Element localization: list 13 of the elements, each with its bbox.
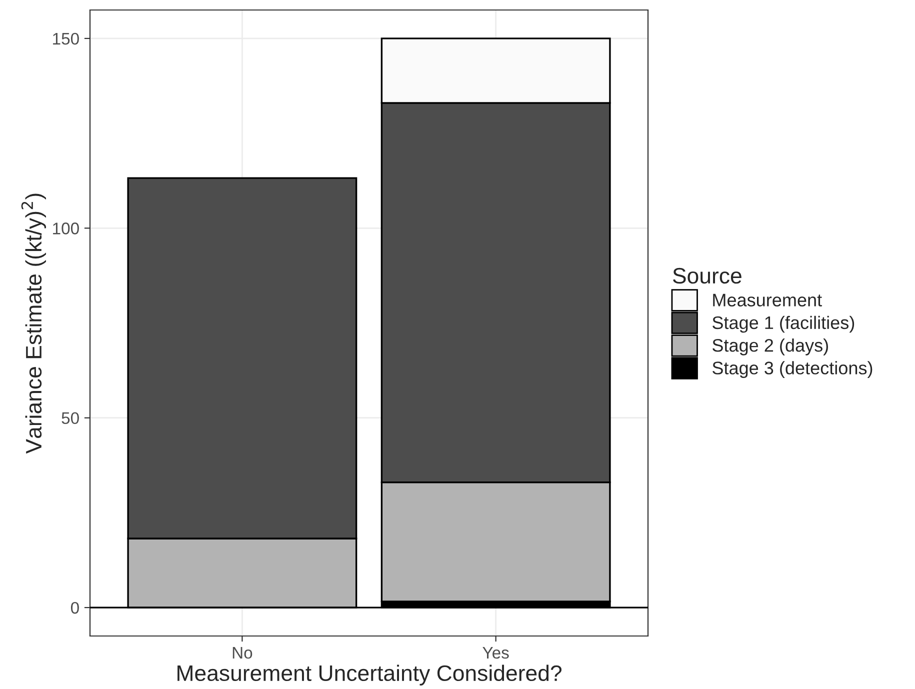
x-tick-label: No [232,647,252,659]
legend-label: Measurement [713,294,822,306]
legend-label: Stage 3 (detections) [712,361,872,378]
legend-title: Source [672,268,742,284]
x-axis-title: Measurement Uncertainty Considered? [178,664,562,686]
y-tick-label: 0 [70,602,79,614]
x-tick-label: Yes [482,647,509,659]
legend-label: Stage 1 (facilities) [712,316,854,333]
legend-label: Stage 2 (days) [712,338,828,356]
y-tick-label: 100 [53,222,79,234]
y-tick-label: 50 [62,412,79,424]
y-tick-label: 150 [53,32,79,45]
y-axis-title: Variance Estimate ((kt/y)$^{2}$) [21,194,46,454]
